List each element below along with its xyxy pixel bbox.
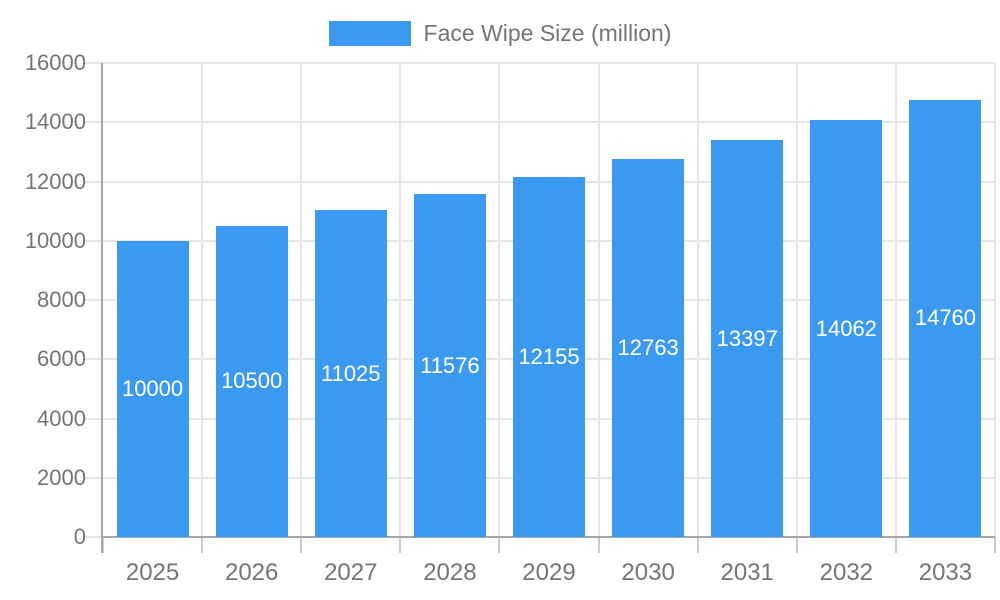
x-axis-tick bbox=[498, 537, 501, 553]
x-gridline bbox=[795, 63, 798, 537]
y-axis-tick-label: 16000 bbox=[24, 50, 86, 75]
bar-2032[interactable] bbox=[810, 120, 883, 537]
legend[interactable]: Face Wipe Size (million) bbox=[0, 16, 1000, 50]
x-gridline bbox=[201, 63, 204, 537]
bar-value-label: 11025 bbox=[320, 360, 381, 386]
bar-value-label: 13397 bbox=[716, 325, 778, 351]
x-gridline bbox=[894, 63, 897, 537]
y-gridline bbox=[85, 121, 996, 124]
bar-2026[interactable] bbox=[215, 225, 288, 537]
x-axis-tick bbox=[894, 537, 897, 553]
y-axis-tick-label: 0 bbox=[73, 524, 86, 549]
x-axis-line bbox=[101, 536, 995, 538]
x-axis-tick-label: 2026 bbox=[224, 559, 279, 586]
bar-value-label: 12763 bbox=[617, 334, 679, 360]
legend-label: Face Wipe Size (million) bbox=[423, 19, 672, 46]
x-gridline bbox=[399, 63, 402, 537]
x-axis-tick-label: 2033 bbox=[918, 559, 973, 586]
y-axis-tick-label: 14000 bbox=[24, 109, 86, 135]
y-axis-tick-label: 6000 bbox=[37, 346, 86, 372]
bar-value-label: 10500 bbox=[221, 368, 283, 394]
bar-value-label: 11576 bbox=[420, 352, 480, 378]
x-axis-tick-label: 2032 bbox=[819, 559, 874, 586]
bar-2027[interactable] bbox=[314, 210, 387, 537]
x-gridline bbox=[300, 63, 303, 537]
x-axis-tick-label: 2031 bbox=[720, 559, 774, 586]
x-gridline bbox=[994, 63, 996, 537]
bar-value-label: 10000 bbox=[121, 375, 184, 401]
bar-value-label: 14062 bbox=[815, 315, 877, 341]
x-gridline bbox=[696, 63, 699, 537]
x-axis-tick-label: 2030 bbox=[621, 559, 675, 586]
bar-2030[interactable] bbox=[612, 158, 685, 537]
x-axis-tick-label: 2029 bbox=[522, 559, 576, 586]
y-axis-tick-label: 12000 bbox=[24, 168, 86, 194]
bar-2033[interactable] bbox=[909, 99, 982, 537]
x-axis-tick bbox=[399, 537, 402, 553]
x-axis-tick-label: 2025 bbox=[125, 559, 180, 586]
bar-value-label: 12155 bbox=[518, 343, 580, 369]
x-axis-tick-label: 2027 bbox=[324, 559, 378, 586]
y-axis-tick-label: 10000 bbox=[24, 227, 86, 253]
x-axis-tick bbox=[201, 537, 204, 553]
x-gridline bbox=[597, 63, 600, 537]
x-axis-tick bbox=[300, 537, 303, 553]
x-axis-tick bbox=[597, 537, 600, 553]
bar-value-label: 14760 bbox=[914, 305, 977, 331]
bar-2031[interactable] bbox=[711, 140, 784, 537]
y-axis-tick-label: 2000 bbox=[37, 464, 86, 490]
legend-swatch-icon bbox=[328, 20, 411, 46]
x-gridline bbox=[498, 63, 501, 537]
bar-2029[interactable] bbox=[513, 176, 585, 537]
x-axis-tick bbox=[102, 537, 104, 553]
x-axis-tick bbox=[994, 537, 996, 553]
bar-2025[interactable] bbox=[116, 240, 189, 537]
y-gridline bbox=[85, 62, 996, 64]
x-axis-tick bbox=[696, 537, 699, 553]
y-axis-tick-label: 4000 bbox=[37, 405, 86, 431]
x-axis-tick bbox=[795, 537, 798, 553]
x-axis-tick-label: 2028 bbox=[423, 559, 477, 586]
bar-2028[interactable] bbox=[413, 194, 486, 537]
y-axis-tick-label: 8000 bbox=[37, 287, 86, 312]
y-axis-line bbox=[101, 63, 103, 553]
